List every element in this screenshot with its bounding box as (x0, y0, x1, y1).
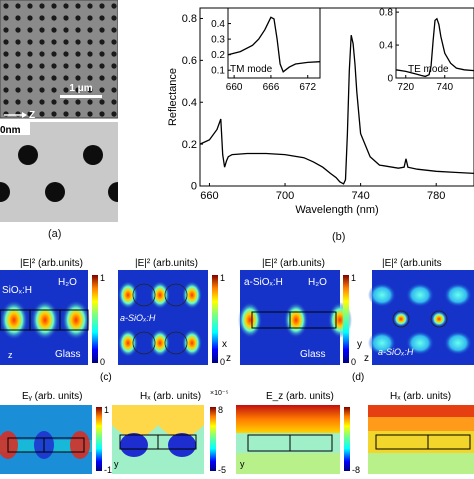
inset-tm-xtick-label: 666 (263, 82, 280, 93)
main-chart-series-line (199, 35, 474, 185)
main-chart-xtick-label: 700 (276, 190, 294, 202)
field-maps: |E|² (arb.units) |E|² (arb.units) |E|² (… (0, 255, 474, 475)
material-label-4: a-SiOₓ:H (378, 347, 414, 357)
sem-bottom-image (0, 122, 118, 222)
scale-bar-bottom-label: 0nm (0, 125, 21, 136)
field-map-3: a-SiOₓ:H H₂O Glass (238, 270, 352, 365)
scale-bar-top (60, 95, 102, 98)
colorbar-3-min: 0 (351, 357, 356, 367)
main-chart-ytick-label: 0.2 (182, 139, 197, 151)
inset-tm-ytick-label: 0.4 (211, 19, 225, 30)
main-chart-ytick-label: 0.6 (182, 55, 197, 67)
field-label-1: |E|² (arb.units) (20, 258, 83, 269)
axis-y-label: y (357, 339, 362, 350)
axis-x-label: x (222, 339, 227, 350)
main-chart-frame (199, 7, 474, 187)
scale-bar-top-label: 1 μm (69, 83, 92, 94)
colorbar-2 (212, 275, 218, 363)
field-label-3: |E|² (arb.units) (262, 258, 325, 269)
colorbar-3 (343, 275, 349, 363)
panel-d-label: (d) (352, 372, 364, 383)
h2o-label-1: H₂O (58, 277, 77, 288)
inset-te-label: TE mode (408, 64, 449, 75)
inset-te-frame (395, 7, 474, 79)
colorbar-1-min: 0 (100, 357, 105, 367)
colorbar-3-max: 1 (351, 273, 356, 283)
axis-z-label-2: z (226, 353, 231, 364)
bottom-map-3: y (236, 405, 340, 474)
field-map-1: H₂O SiOₓ:H Glass z (0, 270, 90, 365)
bottom-colorbar-2-max: 8 (218, 405, 223, 415)
reflectance-chart: 660 700 740 780 0 0.2 0.4 0.6 0.8 Wavelength (nm)… (167, 7, 474, 216)
h2o-label-2: H₂O (308, 277, 327, 288)
material-label-1: SiOₓ:H (2, 285, 32, 296)
bottom-map-4 (368, 405, 474, 474)
inset-te-xtick-label: 740 (436, 82, 453, 93)
colorbar-1 (92, 275, 98, 363)
bottom-colorbar-3-min: -8 (352, 465, 360, 474)
colorbar-2-min: 0 (220, 357, 225, 367)
bottom-axis-y-2: y (240, 459, 245, 469)
glass-label-2: Glass (300, 349, 326, 360)
panel-c-label: (c) (100, 372, 112, 383)
colorbar-2-max: 1 (220, 273, 225, 283)
main-chart-ytick-label: 0.4 (182, 97, 197, 109)
main-chart-xtick-label: 740 (351, 190, 369, 202)
glass-label-1: Glass (55, 349, 81, 360)
bottom-label-3: E_z (arb. units) (266, 391, 334, 402)
inset-tm-xtick-label: 660 (226, 82, 243, 93)
field-map-4: a-SiOₓ:H (368, 270, 474, 365)
bottom-colorbar-3 (344, 407, 350, 471)
sem-images: 1 μm Z 0nm (0, 0, 128, 222)
bottom-colorbar-1-min: -1 (104, 465, 112, 474)
field-map-2: a-SiOₓ:H (118, 270, 208, 365)
material-label-3: a-SiOₓ:H (244, 277, 283, 288)
inset-te-ytick-label: 0.4 (379, 40, 393, 51)
inset-tm-ytick-label: 0.2 (211, 50, 225, 61)
panel-a: 1 μm Z 0nm (a) (0, 0, 128, 240)
bottom-colorbar-1-max: 1 (104, 405, 109, 415)
main-chart-xlabel: Wavelength (nm) (295, 204, 378, 216)
inset-tm-ytick-label: 0.3 (211, 34, 225, 45)
main-chart-xtick-label: 660 (200, 190, 218, 202)
axis-z-1: z (8, 350, 13, 360)
field-maps-svg: |E|² (arb.units) |E|² (arb.units) |E|² (… (0, 258, 474, 475)
panel-b: 660 700 740 780 0 0.2 0.4 0.6 0.8 Wavelength (nm)… (150, 0, 474, 245)
z-axis-label: Z (29, 110, 35, 121)
panel-a-label: (a) (48, 228, 62, 240)
inset-tm-xtick-label: 672 (299, 82, 316, 93)
bottom-map-2: y (112, 405, 204, 474)
inset-tm-series-line (227, 16, 321, 73)
axis-z-label-3: z (364, 353, 369, 364)
inset-te-ytick-label: 0 (387, 73, 393, 84)
inset-te-ytick-label: 0.8 (379, 7, 393, 18)
bottom-axis-y: y (114, 459, 119, 469)
main-chart-ytick-label: 0.8 (182, 13, 197, 25)
field-label-4: |E|² (arb.units (382, 258, 442, 269)
inset-tm-label: TM mode (230, 64, 273, 75)
main-chart-xtick-label: 780 (427, 190, 445, 202)
main-chart-ytick-label: 0 (191, 181, 197, 193)
bottom-colorbar-1 (96, 407, 102, 471)
inset-tm-frame (227, 7, 321, 79)
panel-b-label: (b) (332, 231, 346, 243)
inset-te-xtick-label: 720 (397, 82, 414, 93)
bottom-label-2: Hₓ (arb. units) (140, 391, 201, 402)
inset-te-series-line (395, 17, 474, 78)
main-chart-ylabel: Reflectance (167, 68, 179, 126)
inset-tm-ytick-label: 0.1 (211, 66, 225, 77)
bottom-label-1: Eᵧ (arb. units) (22, 391, 82, 402)
bottom-label-4: Hₓ (arb. units) (390, 391, 451, 402)
field-label-2: |E|² (arb.units) (135, 258, 198, 269)
bottom-map-1 (0, 405, 92, 474)
bottom-exponent: ×10⁻⁵ (210, 390, 229, 397)
material-label-2: a-SiOₓ:H (120, 313, 156, 323)
bottom-colorbar-2 (210, 407, 216, 471)
bottom-colorbar-2-min: -5 (218, 465, 226, 474)
colorbar-1-max: 1 (100, 273, 105, 283)
